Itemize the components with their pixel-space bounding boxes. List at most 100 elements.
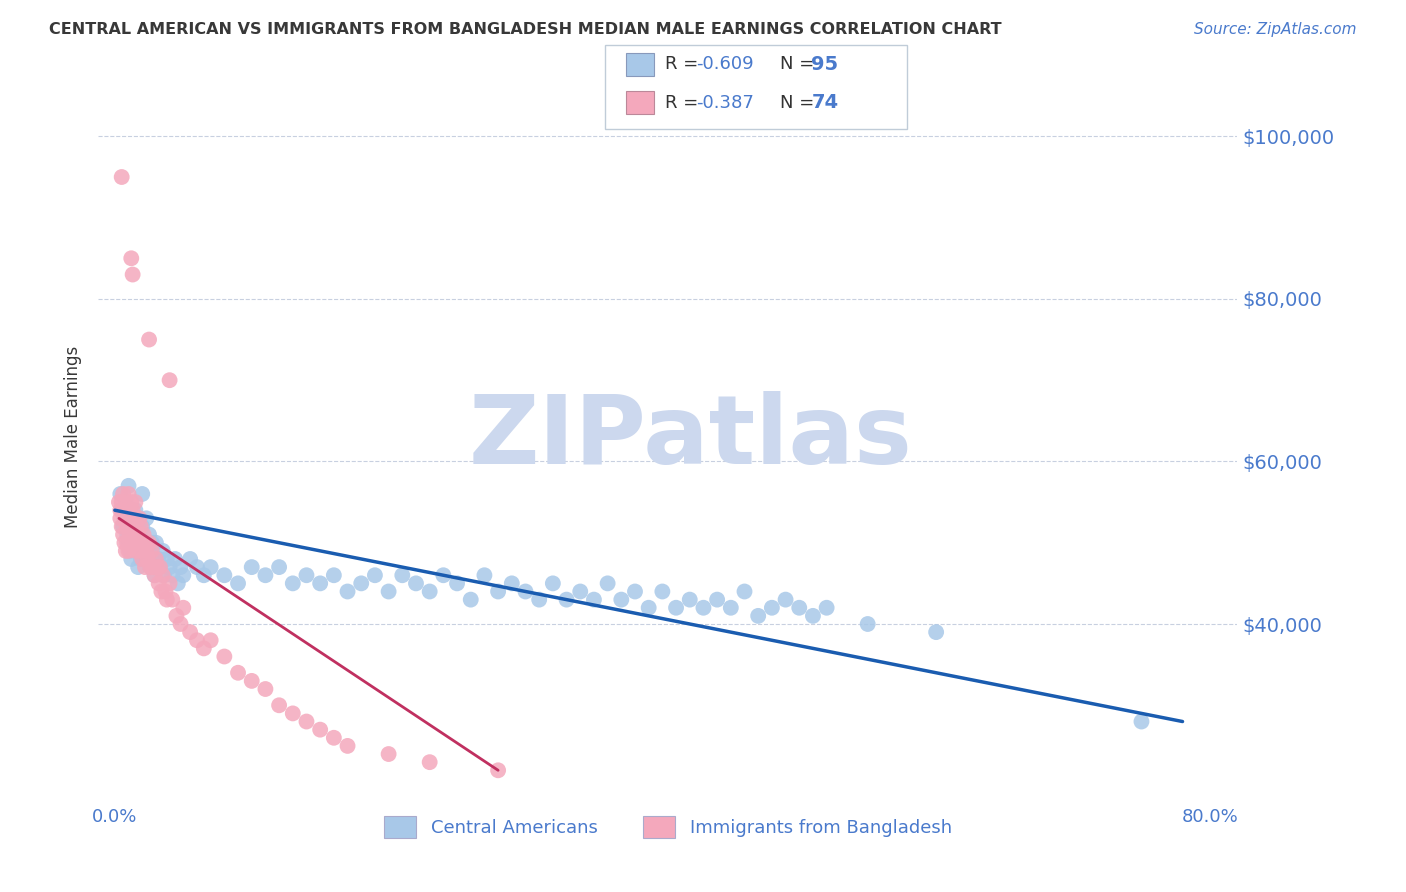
Point — [143, 568, 166, 582]
Point — [138, 535, 160, 549]
Point — [110, 487, 132, 501]
Point — [131, 552, 153, 566]
Point — [179, 625, 201, 640]
Point — [350, 576, 373, 591]
Text: N =: N = — [780, 94, 820, 112]
Point — [269, 560, 291, 574]
Point — [446, 576, 468, 591]
Text: R =: R = — [665, 55, 704, 73]
Point — [432, 568, 454, 582]
Point — [1130, 714, 1153, 729]
Point — [112, 503, 135, 517]
Point — [747, 608, 769, 623]
Point — [134, 552, 156, 566]
Point — [856, 617, 879, 632]
Point — [117, 535, 139, 549]
Point — [128, 511, 150, 525]
Point — [364, 568, 387, 582]
Point — [165, 608, 187, 623]
Point — [153, 568, 176, 582]
Point — [166, 576, 188, 591]
Point — [801, 608, 824, 623]
Point — [179, 552, 201, 566]
Point — [132, 535, 155, 549]
Text: N =: N = — [780, 55, 820, 73]
Point — [114, 495, 136, 509]
Point — [679, 592, 702, 607]
Point — [132, 527, 155, 541]
Point — [122, 511, 145, 525]
Text: 95: 95 — [811, 54, 838, 74]
Point — [117, 544, 139, 558]
Point — [125, 519, 148, 533]
Point — [120, 552, 142, 566]
Point — [281, 706, 304, 721]
Point — [309, 576, 332, 591]
Point — [138, 333, 160, 347]
Point — [240, 560, 263, 574]
Point — [111, 495, 134, 509]
Point — [391, 568, 413, 582]
Point — [131, 487, 153, 501]
Point — [139, 560, 162, 574]
Point — [152, 544, 174, 558]
Point — [112, 519, 135, 533]
Point — [118, 544, 141, 558]
Point — [122, 527, 145, 541]
Point — [269, 698, 291, 713]
Point — [787, 600, 810, 615]
Point — [527, 592, 550, 607]
Point — [186, 633, 208, 648]
Point — [405, 576, 427, 591]
Point — [200, 560, 222, 574]
Point — [149, 560, 172, 574]
Text: CENTRAL AMERICAN VS IMMIGRANTS FROM BANGLADESH MEDIAN MALE EARNINGS CORRELATION : CENTRAL AMERICAN VS IMMIGRANTS FROM BANG… — [49, 22, 1002, 37]
Point — [110, 503, 132, 517]
Point — [815, 600, 838, 615]
Point — [134, 535, 156, 549]
Point — [124, 503, 146, 517]
Text: -0.609: -0.609 — [696, 55, 754, 73]
Point — [193, 568, 215, 582]
Point — [139, 560, 162, 574]
Point — [124, 535, 146, 549]
Point — [115, 527, 138, 541]
Point — [295, 714, 318, 729]
Point — [214, 649, 236, 664]
Point — [143, 568, 166, 582]
Point — [145, 552, 167, 566]
Point — [148, 576, 170, 591]
Point — [240, 673, 263, 688]
Point — [136, 552, 159, 566]
Point — [162, 592, 184, 607]
Point — [172, 568, 194, 582]
Point — [165, 552, 187, 566]
Point — [734, 584, 756, 599]
Point — [149, 560, 172, 574]
Point — [121, 268, 143, 282]
Point — [474, 568, 496, 582]
Point — [156, 592, 179, 607]
Point — [141, 544, 163, 558]
Point — [127, 560, 149, 574]
Point — [226, 576, 249, 591]
Point — [128, 544, 150, 558]
Point — [136, 544, 159, 558]
Point — [150, 584, 173, 599]
Point — [129, 552, 152, 566]
Point — [486, 764, 509, 778]
Point — [515, 584, 537, 599]
Point — [200, 633, 222, 648]
Point — [555, 592, 578, 607]
Point — [720, 600, 742, 615]
Point — [112, 487, 135, 501]
Point — [322, 731, 344, 745]
Point — [159, 576, 181, 591]
Point — [281, 576, 304, 591]
Point — [637, 600, 659, 615]
Point — [152, 568, 174, 582]
Point — [156, 552, 179, 566]
Point — [125, 544, 148, 558]
Point — [322, 568, 344, 582]
Point — [501, 576, 523, 591]
